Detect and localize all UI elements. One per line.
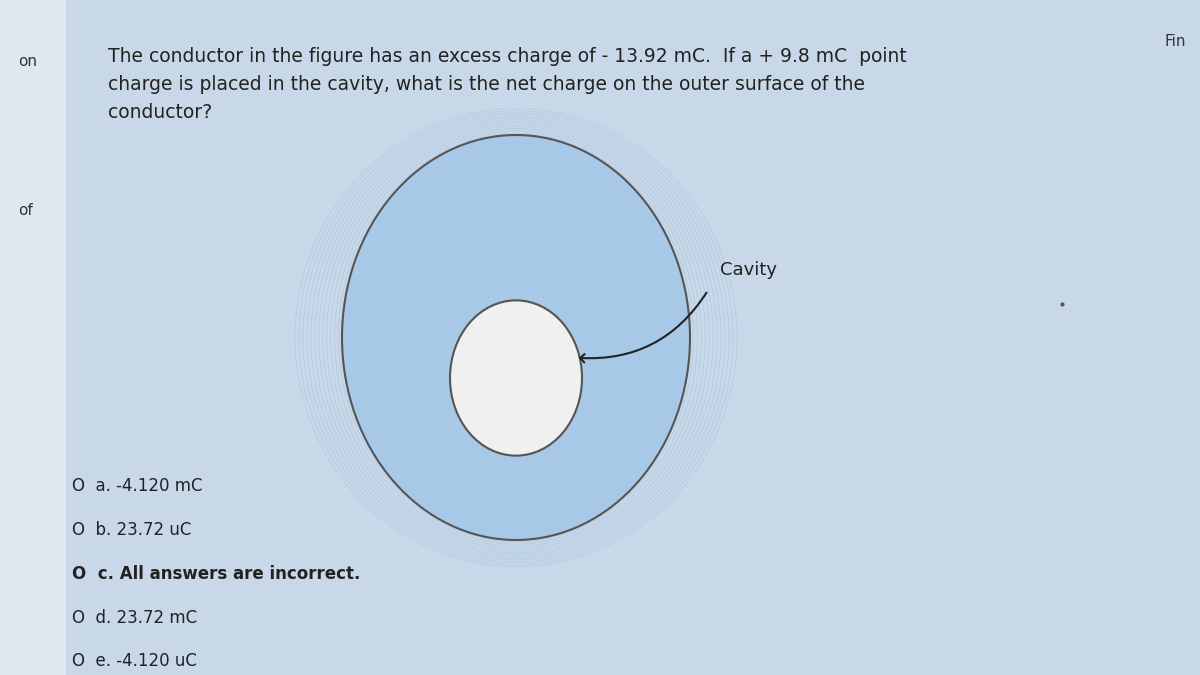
Text: O  d. 23.72 mC: O d. 23.72 mC	[72, 609, 197, 626]
Text: Cavity: Cavity	[720, 261, 778, 279]
Text: O  a. -4.120 mC: O a. -4.120 mC	[72, 477, 203, 495]
Text: O  b. 23.72 uC: O b. 23.72 uC	[72, 521, 191, 539]
FancyBboxPatch shape	[0, 0, 66, 675]
Ellipse shape	[342, 135, 690, 540]
Text: O  e. -4.120 uC: O e. -4.120 uC	[72, 653, 197, 670]
Text: The conductor in the figure has an excess charge of - 13.92 mC.  If a + 9.8 mC  : The conductor in the figure has an exces…	[108, 47, 907, 122]
Text: on: on	[18, 54, 37, 69]
Ellipse shape	[450, 300, 582, 456]
Text: O  c. All answers are incorrect.: O c. All answers are incorrect.	[72, 565, 360, 583]
Text: of: of	[18, 202, 32, 217]
Text: Fin: Fin	[1164, 34, 1186, 49]
